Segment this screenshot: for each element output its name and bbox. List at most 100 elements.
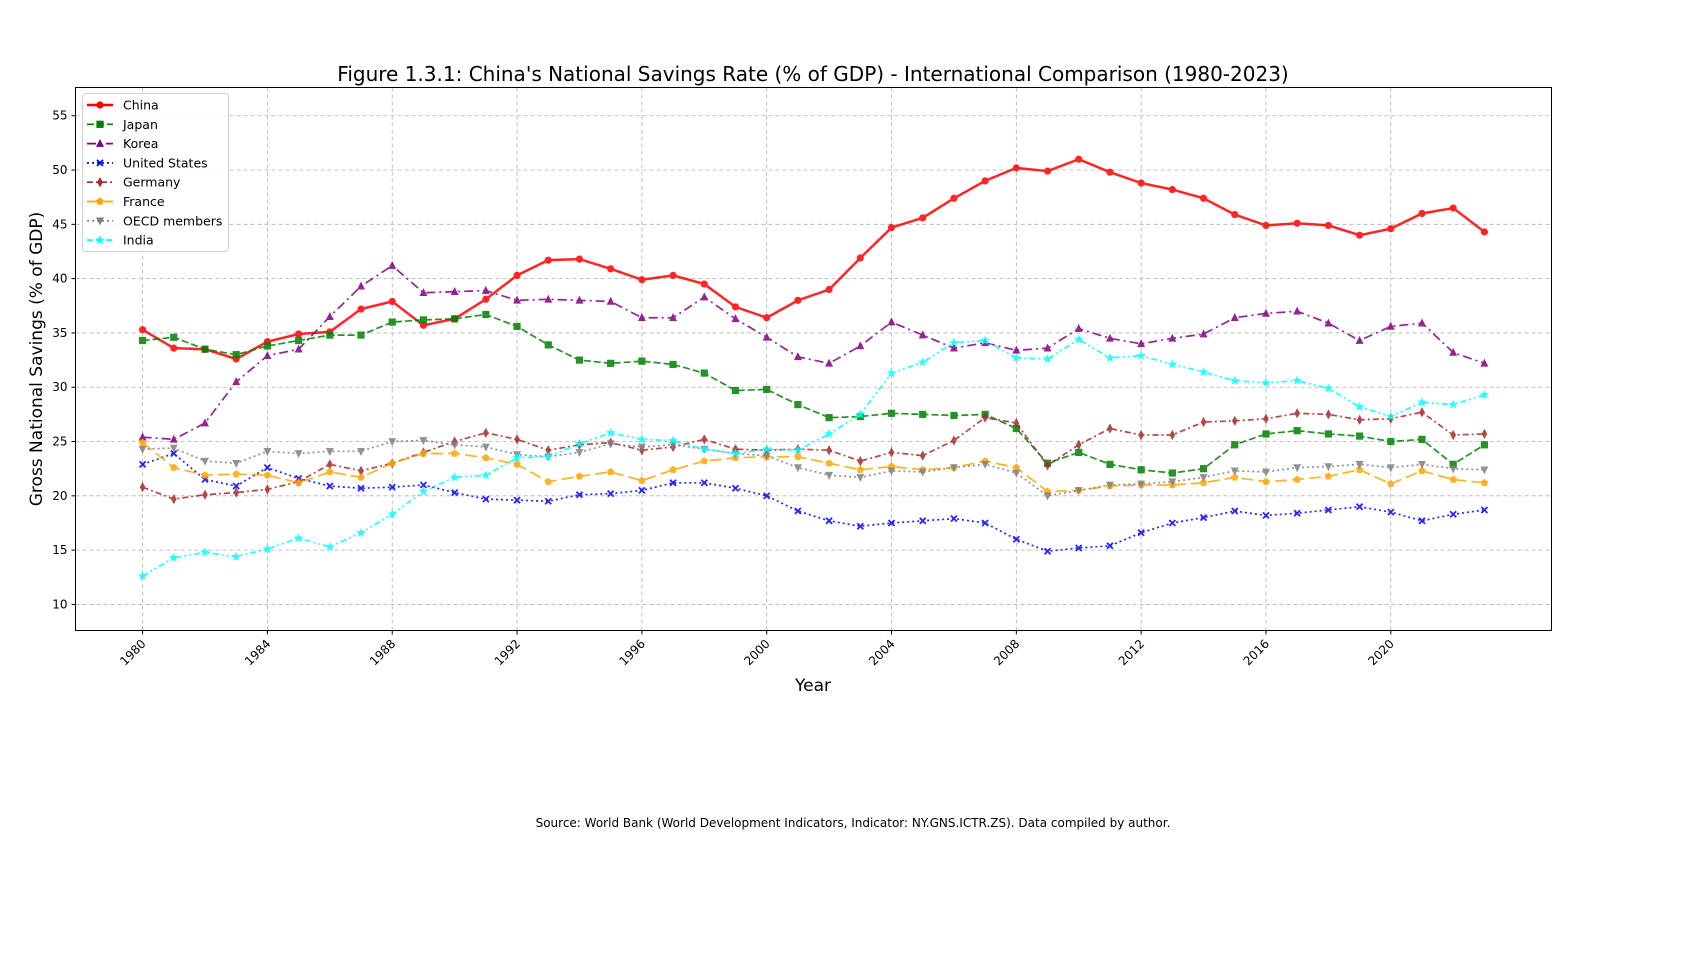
legend-item: France [87,194,165,209]
data-point [763,385,771,394]
data-point [1107,423,1113,434]
data-point [700,457,709,465]
data-point [1168,478,1177,487]
series-line [142,452,1485,553]
legend-marker [97,177,103,188]
data-point [1262,477,1270,485]
data-point [575,255,584,263]
legend-marker [96,197,104,205]
legend-marker [96,101,104,109]
series-china [138,155,1489,363]
data-point [982,412,988,423]
y-tick-label: 35 [52,326,67,340]
data-point [575,491,584,499]
data-point [357,484,365,492]
data-point [700,292,709,301]
legend-label: Japan [122,117,158,132]
data-point [638,357,646,365]
data-point [1386,321,1395,330]
data-point [294,450,303,459]
data-point [1417,397,1427,407]
data-point [919,214,927,222]
data-point [794,401,802,409]
legend: China Japan Korea United States Germany Franc… [82,93,229,252]
data-point [201,457,209,466]
data-point [1418,209,1426,218]
data-point [1324,472,1333,480]
data-point [388,438,397,447]
data-point [669,479,677,487]
data-point [1229,375,1240,385]
data-point [1073,334,1084,344]
data-point [1355,231,1364,239]
x-tick-label: 2016 [1241,637,1272,668]
y-tick-label: 10 [52,597,67,611]
data-point [575,295,584,304]
data-point [138,336,147,345]
data-point [357,281,366,290]
data-point [1261,377,1271,387]
data-point [513,295,522,304]
data-point [887,223,896,232]
data-point [669,313,678,322]
data-point [1479,389,1490,399]
data-point [575,356,584,364]
legend-item: United States [87,155,208,170]
data-point [1168,333,1177,342]
series-india [137,334,1490,581]
data-point [1419,407,1425,418]
data-point [1261,308,1270,317]
y-tick-label: 55 [52,109,67,123]
data-point [731,484,740,492]
data-point [512,452,522,462]
series-korea [138,260,1489,443]
data-point [1387,437,1395,446]
data-point [544,256,552,264]
axes-frame [75,87,1552,631]
data-point [1263,413,1269,424]
y-tick-label: 20 [52,489,67,503]
data-point [856,465,865,473]
data-point [1199,329,1208,338]
data-point [419,437,428,446]
data-point [1418,318,1426,327]
data-point [1199,478,1208,487]
series-line [142,264,1485,441]
data-point [1106,542,1114,550]
data-point [607,265,615,273]
x-tick-label: 1988 [367,637,398,668]
data-point [1168,519,1176,527]
data-point [762,452,771,461]
y-axis-label: Gross National Savings (% of GDP) [27,212,47,507]
data-point [544,341,552,349]
data-point [949,343,958,352]
data-point [637,313,646,322]
data-point [638,276,646,284]
series-france [138,438,1489,495]
data-point [419,288,428,297]
data-point [669,465,677,473]
data-point [638,476,646,484]
data-point [1199,513,1208,522]
data-point [1044,460,1051,471]
series-line [142,441,1485,493]
data-point [482,295,490,303]
data-point [326,467,334,476]
data-point [669,271,677,279]
data-point [137,571,148,581]
data-point [481,285,490,294]
data-point [1355,503,1364,511]
data-point [169,434,178,443]
data-point [856,522,864,530]
y-tick-label: 15 [52,543,67,557]
data-point [1012,469,1021,478]
x-tick-label: 2008 [991,637,1022,668]
data-point [700,479,708,487]
source-note: Source: World Bank (World Development In… [535,816,1171,830]
data-point [1199,194,1208,202]
data-point [1480,358,1489,367]
data-point [294,344,303,353]
data-point [1355,432,1364,440]
data-point [606,467,615,476]
axis-ticks: 1980 1984 1988 1992 1996 2000 2004 2008 2012 2016… [52,109,1397,668]
